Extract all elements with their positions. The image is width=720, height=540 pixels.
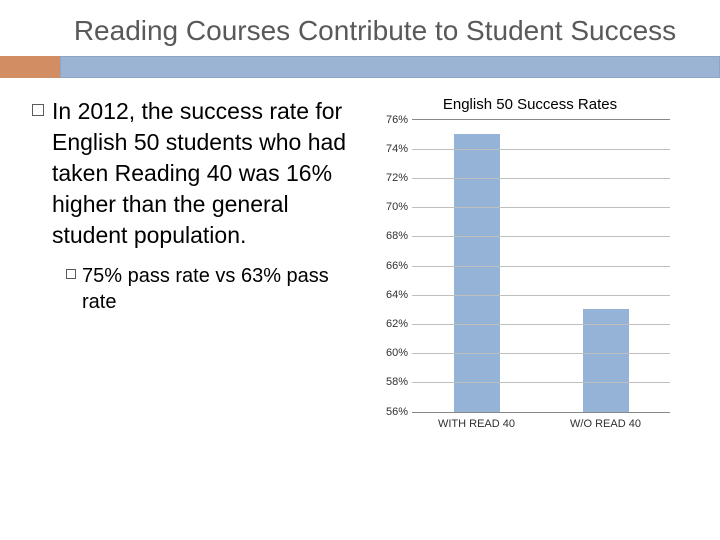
chart-gridline [412, 382, 670, 383]
chart-y-tick-label: 70% [372, 201, 412, 213]
accent-blue [60, 56, 720, 78]
chart-y-tick-label: 64% [372, 289, 412, 301]
chart-y-tick-label: 72% [372, 172, 412, 184]
slide-title-area: Reading Courses Contribute to Student Su… [0, 0, 720, 56]
chart-y-tick-label: 58% [372, 376, 412, 388]
bullet-item: In 2012, the success rate for English 50… [32, 96, 360, 251]
chart-column: English 50 Success Rates 56%58%60%62%64%… [370, 96, 710, 449]
accent-orange [0, 56, 60, 78]
chart-x-labels: WITH READ 40W/O READ 40 [412, 415, 670, 449]
text-column: In 2012, the success rate for English 50… [10, 96, 370, 449]
chart-y-tick-label: 60% [372, 347, 412, 359]
bullet-square-icon [32, 104, 44, 116]
sub-text: 75% pass rate vs 63% pass rate [82, 263, 360, 315]
chart-x-tick-label: W/O READ 40 [541, 415, 670, 449]
chart-gridline [412, 236, 670, 237]
body-text: In 2012, the success rate for English 50… [52, 96, 360, 251]
bullet-square-icon [66, 269, 76, 279]
chart-x-tick-label: WITH READ 40 [412, 415, 541, 449]
chart-plot-area: 56%58%60%62%64%66%68%70%72%74%76% [412, 119, 670, 413]
chart-bar [454, 134, 500, 411]
chart-gridline [412, 149, 670, 150]
sub-bullet-item: 75% pass rate vs 63% pass rate [66, 263, 360, 315]
chart-gridline [412, 266, 670, 267]
chart-gridline [412, 353, 670, 354]
slide-title: Reading Courses Contribute to Student Su… [70, 14, 680, 48]
chart-gridline [412, 324, 670, 325]
chart-y-tick-label: 56% [372, 406, 412, 418]
chart-y-tick-label: 62% [372, 318, 412, 330]
chart-title: English 50 Success Rates [370, 96, 690, 113]
chart-gridline [412, 178, 670, 179]
content-row: In 2012, the success rate for English 50… [0, 78, 720, 449]
chart-gridline [412, 207, 670, 208]
chart-y-tick-label: 66% [372, 260, 412, 272]
accent-bar [0, 56, 720, 78]
chart-gridline [412, 295, 670, 296]
chart-y-tick-label: 68% [372, 230, 412, 242]
bar-chart: 56%58%60%62%64%66%68%70%72%74%76% WITH R… [412, 119, 670, 449]
chart-y-tick-label: 76% [372, 114, 412, 126]
chart-y-tick-label: 74% [372, 143, 412, 155]
